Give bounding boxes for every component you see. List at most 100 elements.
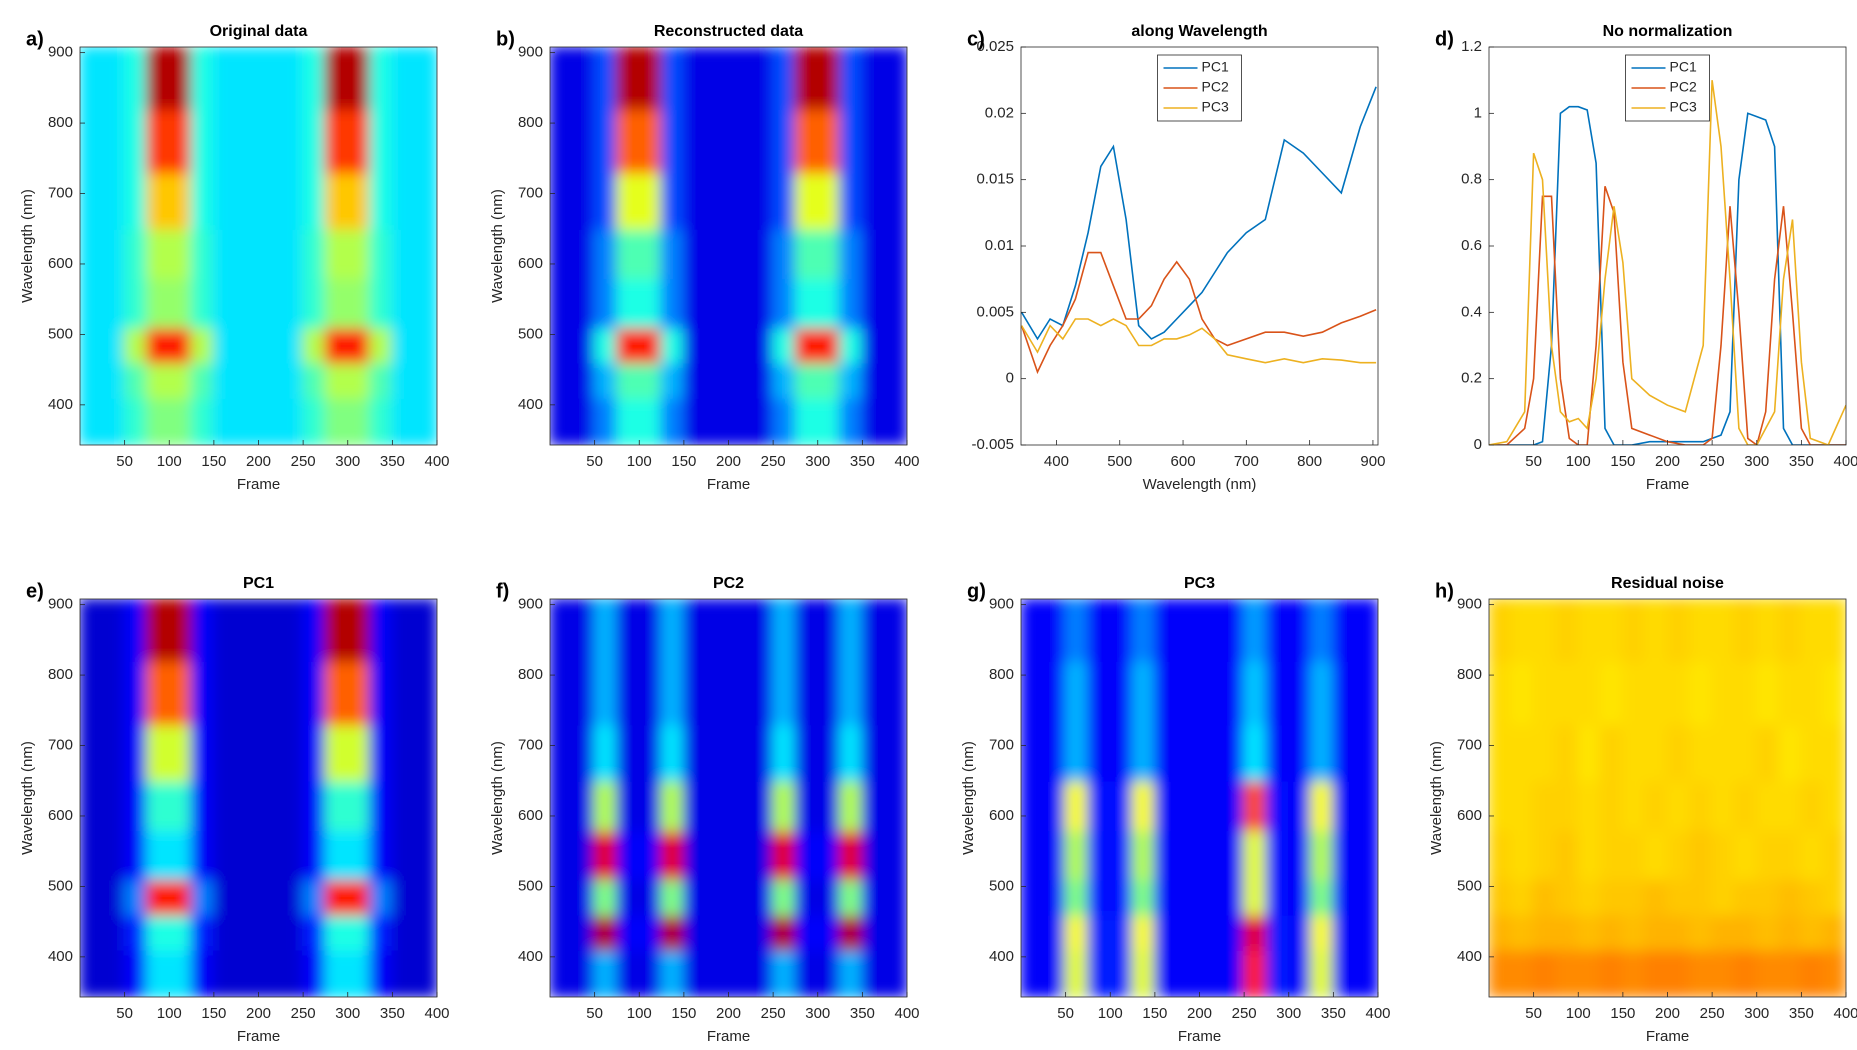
heatmap-cell — [1532, 659, 1557, 726]
heatmap-cell — [1554, 829, 1580, 881]
heatmap-cell — [682, 107, 708, 174]
heatmap-cell — [1822, 878, 1846, 916]
heatmap-cell — [190, 47, 215, 110]
x-tick-label: 350 — [1321, 1005, 1346, 1022]
heatmap-cell — [1711, 913, 1736, 951]
x-axis-label: Frame — [1646, 1028, 1689, 1045]
heatmap-cell — [279, 47, 305, 110]
heatmap-cell — [705, 396, 730, 445]
heatmap-cell — [257, 227, 282, 280]
heatmap-cell — [324, 779, 349, 832]
heatmap-cell — [749, 171, 775, 230]
x-tick-label: 50 — [1057, 1005, 1074, 1022]
heatmap-cell — [816, 659, 842, 726]
heatmap-cell — [1800, 878, 1825, 916]
heatmap-cell — [638, 361, 663, 399]
heatmap-cell — [123, 396, 148, 445]
panel-label: a) — [26, 28, 44, 50]
heatmap-cell — [1599, 829, 1624, 881]
heatmap-cell — [861, 171, 886, 230]
heatmap-cell — [145, 396, 171, 445]
heatmap-cell — [1554, 779, 1580, 832]
heatmap-cell — [101, 326, 126, 364]
heatmap-cell — [794, 599, 819, 662]
heatmap-cell — [727, 171, 752, 230]
heatmap-cells — [80, 599, 437, 997]
heatmap-cell — [302, 599, 327, 662]
x-tick-label: 50 — [116, 453, 133, 470]
heatmap-cell — [145, 913, 171, 951]
heatmap-cell — [101, 723, 126, 782]
heatmap-cell — [816, 829, 842, 881]
y-tick-label: 0.6 — [1461, 237, 1482, 254]
heatmap-cell — [615, 829, 641, 881]
heatmap-cell — [861, 829, 886, 881]
heatmap-cell — [1265, 599, 1290, 662]
heatmap-cell — [391, 878, 416, 916]
heatmap-cell — [212, 878, 238, 916]
heatmap-cell — [727, 948, 752, 997]
heatmap-cell — [593, 599, 618, 662]
heatmap-cell — [346, 599, 372, 662]
heatmap-cell — [1131, 659, 1156, 726]
heatmap-cell — [1086, 948, 1112, 997]
x-tick-label: 300 — [1744, 1005, 1769, 1022]
heatmap-cell — [1621, 829, 1647, 881]
x-tick-label: 200 — [1655, 1005, 1680, 1022]
heatmap-cell — [1086, 829, 1112, 881]
heatmap-cell — [772, 227, 797, 280]
y-tick-label: 900 — [989, 596, 1014, 613]
heatmap-cell — [391, 723, 416, 782]
y-tick-label: 0 — [1474, 436, 1482, 453]
heatmap-cell — [705, 723, 730, 782]
heatmap-cell — [816, 47, 842, 110]
heatmap-cell — [816, 171, 842, 230]
heatmap-cell — [550, 913, 574, 951]
heatmap-cell — [593, 948, 618, 997]
heatmap-cell — [839, 361, 864, 399]
x-tick-label: 200 — [716, 453, 741, 470]
heatmap-cell — [123, 107, 148, 174]
heatmap-cell — [101, 227, 126, 280]
x-tick-label: 100 — [1098, 1005, 1123, 1022]
heatmap-cell — [749, 659, 775, 726]
panel-label: d) — [1435, 28, 1454, 50]
heatmap-cell — [839, 779, 864, 832]
heatmap-cell — [705, 878, 730, 916]
heatmap-cell — [705, 277, 730, 329]
heatmap-cell — [615, 599, 641, 662]
heatmap-cell — [123, 829, 148, 881]
heatmap-cell — [727, 227, 752, 280]
heatmap-cell — [593, 47, 618, 110]
heatmap-cell — [883, 599, 907, 662]
heatmap-cell — [1489, 913, 1513, 951]
y-tick-label: 900 — [518, 44, 543, 61]
x-tick-label: 100 — [157, 453, 182, 470]
heatmap-cell — [212, 396, 238, 445]
heatmap-cell — [1688, 829, 1714, 881]
heatmap-cell — [1332, 779, 1357, 832]
heatmap-cell — [1577, 659, 1602, 726]
panel: PC1 PC2 PC3 50 100 150 200 250 300 350 400 0 0.2 0.4 0… — [1435, 23, 1857, 493]
heatmap-cell — [80, 779, 104, 832]
heatmap-cell — [346, 47, 372, 110]
heatmap-cell — [324, 47, 349, 110]
heatmap-cell — [80, 171, 104, 230]
heatmap-cell — [1711, 723, 1736, 782]
heatmap-cell — [190, 948, 215, 997]
heatmap-cell — [1064, 723, 1089, 782]
heatmap-cell — [638, 277, 663, 329]
heatmap-cell — [1599, 723, 1624, 782]
heatmap-cell — [101, 361, 126, 399]
heatmap-cell — [883, 326, 907, 364]
heatmap-cell — [1109, 599, 1134, 662]
heatmap-cell — [101, 779, 126, 832]
heatmap-cell — [1800, 913, 1825, 951]
x-tick-label: 700 — [1234, 453, 1259, 470]
x-tick-label: 300 — [335, 1005, 360, 1022]
y-axis-label: Wavelength (nm) — [19, 741, 36, 855]
heatmap-cell — [123, 723, 148, 782]
heatmap-cell — [123, 878, 148, 916]
legend-label: PC2 — [1670, 79, 1697, 95]
heatmap-cells — [550, 599, 907, 997]
